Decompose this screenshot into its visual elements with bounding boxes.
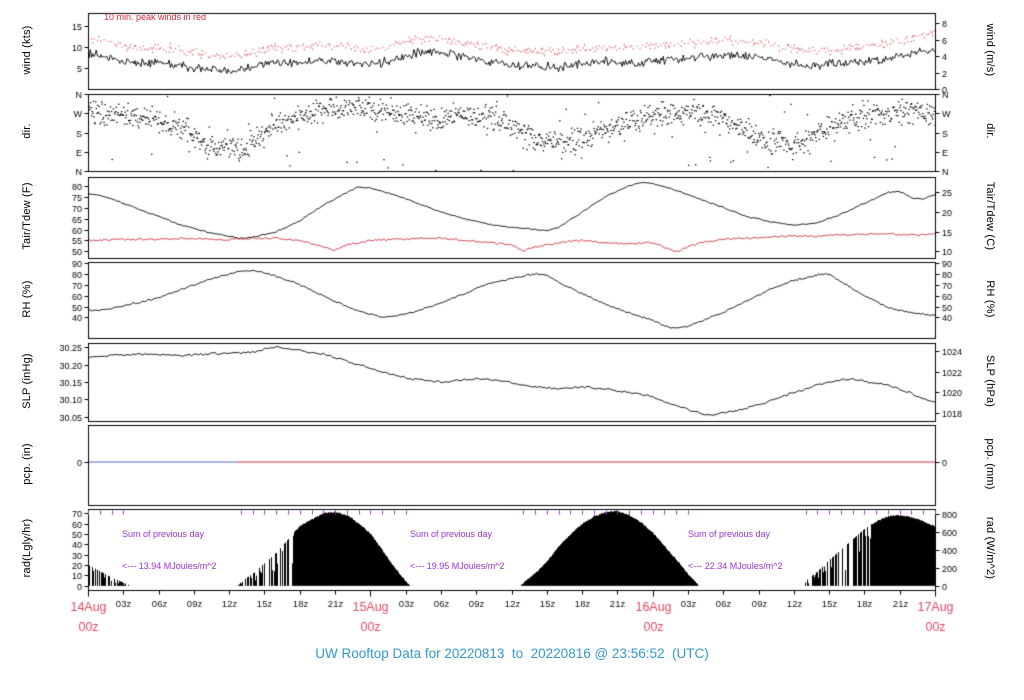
- meteogram-canvas: [0, 0, 1024, 700]
- meteogram: wind (kts) dir. Tair/Tdew (F) RH (%) SLP…: [0, 0, 1024, 700]
